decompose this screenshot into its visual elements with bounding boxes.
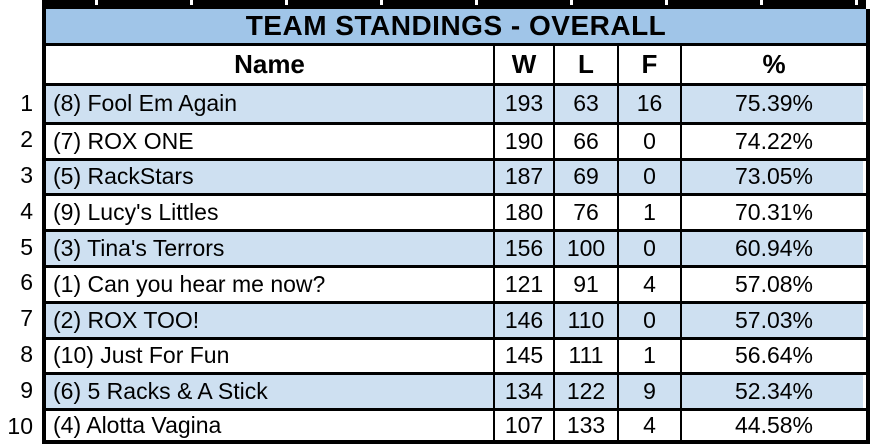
table-top-border xyxy=(42,0,866,9)
win-pct-cell: 57.08% xyxy=(680,267,870,301)
wins-cell: 187 xyxy=(493,160,553,194)
column-header-losses: L xyxy=(553,46,617,86)
column-header-wins: W xyxy=(493,46,553,86)
losses-cell: 133 xyxy=(553,411,617,440)
left-gutter xyxy=(0,9,42,46)
win-pct-cell: 74.22% xyxy=(680,124,870,158)
team-name-cell: (10) Just For Fun xyxy=(42,339,493,373)
wins-cell: 190 xyxy=(493,124,553,158)
team-name-cell: (3) Tina's Terrors xyxy=(42,232,493,265)
rank-label: 5 xyxy=(20,233,33,260)
table-row: 3 (5) RackStars 187 69 0 73.05% xyxy=(0,157,870,194)
team-name-cell: (9) Lucy's Littles xyxy=(42,196,493,230)
team-name-cell: (5) RackStars xyxy=(42,160,493,194)
forfeits-cell: 1 xyxy=(617,339,680,373)
table-row: 10 (4) Alotta Vagina 107 133 4 44.58% xyxy=(0,408,870,444)
rank-label: 4 xyxy=(20,197,33,224)
column-header-row: Name W L F % xyxy=(0,46,870,86)
forfeits-cell: 0 xyxy=(617,232,680,265)
table-row: 9 (6) 5 Racks & A Stick 134 122 9 52.34% xyxy=(0,372,870,409)
table-row: 8 (10) Just For Fun 145 111 1 56.64% xyxy=(0,336,870,373)
row-cells: (2) ROX TOO! 146 110 0 57.03% xyxy=(42,300,870,337)
table-title: TEAM STANDINGS - OVERALL xyxy=(42,9,870,46)
win-pct-cell: 60.94% xyxy=(680,232,870,265)
rank-label: 3 xyxy=(20,161,33,188)
team-name-cell: (4) Alotta Vagina xyxy=(42,411,493,440)
wins-cell: 107 xyxy=(493,411,553,440)
forfeits-cell: 0 xyxy=(617,160,680,194)
row-cells: (3) Tina's Terrors 156 100 0 60.94% xyxy=(42,229,870,265)
rank-label: 2 xyxy=(20,126,33,153)
row-cells: (1) Can you hear me now? 121 91 4 57.08% xyxy=(42,264,870,301)
wins-cell: 134 xyxy=(493,375,553,409)
win-pct-cell: 56.64% xyxy=(680,339,870,373)
losses-cell: 66 xyxy=(553,124,617,158)
rank-label: 8 xyxy=(20,340,33,367)
row-cells: (7) ROX ONE 190 66 0 74.22% xyxy=(42,121,870,158)
losses-cell: 110 xyxy=(553,303,617,337)
left-gutter xyxy=(0,46,42,86)
wins-cell: 145 xyxy=(493,339,553,373)
table-row: 7 (2) ROX TOO! 146 110 0 57.03% xyxy=(0,300,870,337)
rank-label: 7 xyxy=(20,305,33,332)
losses-cell: 76 xyxy=(553,196,617,230)
column-header-name: Name xyxy=(42,46,493,86)
forfeits-cell: 0 xyxy=(617,303,680,337)
losses-cell: 91 xyxy=(553,267,617,301)
wins-cell: 121 xyxy=(493,267,553,301)
losses-cell: 111 xyxy=(553,339,617,373)
table-row: 2 (7) ROX ONE 190 66 0 74.22% xyxy=(0,121,870,158)
forfeits-cell: 16 xyxy=(617,86,680,122)
team-name-cell: (8) Fool Em Again xyxy=(42,86,493,122)
team-name-cell: (6) 5 Racks & A Stick xyxy=(42,375,493,409)
losses-cell: 100 xyxy=(553,232,617,265)
row-cells: (5) RackStars 187 69 0 73.05% xyxy=(42,157,870,194)
win-pct-cell: 70.31% xyxy=(680,196,870,230)
win-pct-cell: 57.03% xyxy=(680,303,870,337)
win-pct-cell: 44.58% xyxy=(680,411,870,440)
team-name-cell: (1) Can you hear me now? xyxy=(42,267,493,301)
row-cells: (9) Lucy's Littles 180 76 1 70.31% xyxy=(42,193,870,230)
wins-cell: 193 xyxy=(493,86,553,122)
rank-label: 10 xyxy=(7,412,33,439)
row-cells: (10) Just For Fun 145 111 1 56.64% xyxy=(42,336,870,373)
win-pct-cell: 73.05% xyxy=(680,160,870,194)
forfeits-cell: 9 xyxy=(617,375,680,409)
row-cells: (4) Alotta Vagina 107 133 4 44.58% xyxy=(42,408,870,444)
rank-label: 6 xyxy=(20,269,33,296)
table-row: 4 (9) Lucy's Littles 180 76 1 70.31% xyxy=(0,193,870,230)
losses-cell: 69 xyxy=(553,160,617,194)
losses-cell: 122 xyxy=(553,375,617,409)
table-row: 5 (3) Tina's Terrors 156 100 0 60.94% xyxy=(0,229,870,265)
team-name-cell: (2) ROX TOO! xyxy=(42,303,493,337)
win-pct-cell: 52.34% xyxy=(680,375,870,409)
losses-cell: 63 xyxy=(553,86,617,122)
forfeits-cell: 4 xyxy=(617,411,680,440)
forfeits-cell: 4 xyxy=(617,267,680,301)
table-row: 1 (8) Fool Em Again 193 63 16 75.39% xyxy=(0,86,870,122)
table-title-row: TEAM STANDINGS - OVERALL xyxy=(0,9,870,46)
column-header-forfeits: F xyxy=(617,46,680,86)
team-name-cell: (7) ROX ONE xyxy=(42,124,493,158)
forfeits-cell: 1 xyxy=(617,196,680,230)
standings-rows: 1 (8) Fool Em Again 193 63 16 75.39% 2 (… xyxy=(0,86,870,444)
table-row: 6 (1) Can you hear me now? 121 91 4 57.0… xyxy=(0,264,870,301)
wins-cell: 146 xyxy=(493,303,553,337)
win-pct-cell: 75.39% xyxy=(680,86,870,122)
column-header-percentage: % xyxy=(680,46,870,86)
row-cells: (6) 5 Racks & A Stick 134 122 9 52.34% xyxy=(42,372,870,409)
rank-label: 9 xyxy=(20,376,33,403)
rank-label: 1 xyxy=(20,90,33,117)
forfeits-cell: 0 xyxy=(617,124,680,158)
wins-cell: 156 xyxy=(493,232,553,265)
wins-cell: 180 xyxy=(493,196,553,230)
row-cells: (8) Fool Em Again 193 63 16 75.39% xyxy=(42,86,870,122)
